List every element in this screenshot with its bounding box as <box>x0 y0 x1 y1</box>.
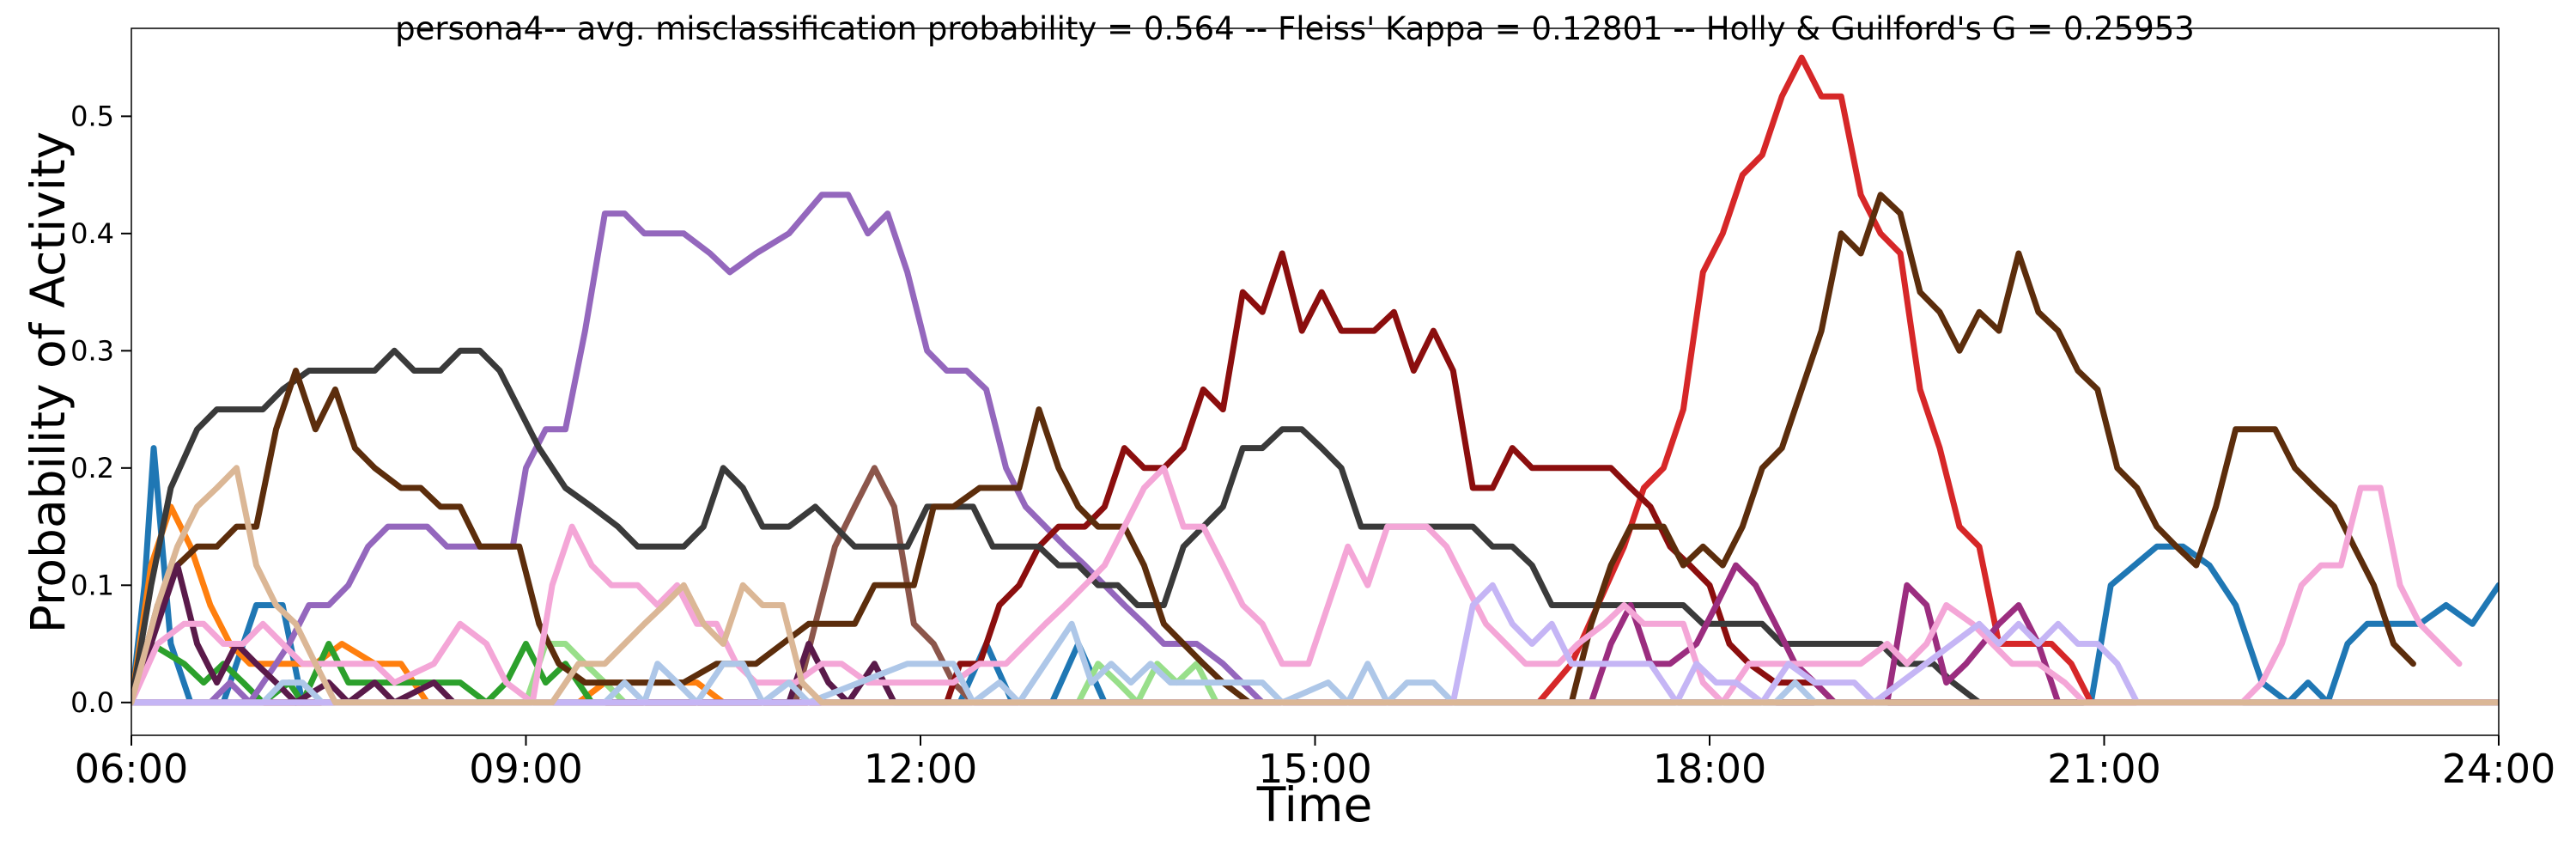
series-line-5 <box>131 54 2094 706</box>
series-line-2 <box>131 503 726 706</box>
series-line-12 <box>131 562 2499 706</box>
series-line-15 <box>131 582 2499 706</box>
x-tick-label: 24:00 <box>2442 746 2556 792</box>
series-line-3 <box>131 641 595 706</box>
x-tick-label: 06:00 <box>75 746 189 792</box>
series-line-6 <box>131 192 2499 706</box>
x-tick-label: 21:00 <box>2047 746 2161 792</box>
x-axis: 06:00 09:00 12:00 15:00 18:00 21:00 24:00 <box>75 735 2556 792</box>
x-tick-label: 12:00 <box>864 746 978 792</box>
x-tick-label: 18:00 <box>1653 746 1767 792</box>
series-line-14 <box>131 620 1891 706</box>
series-line-1 <box>131 445 2499 706</box>
series-line-10 <box>131 192 2416 706</box>
series-line-7 <box>131 465 2499 706</box>
series-line-9 <box>131 347 1983 706</box>
x-tick-label: 09:00 <box>469 746 583 792</box>
plot-frame <box>131 27 2500 736</box>
x-axis-label: Time <box>1256 777 1373 832</box>
series-line-16 <box>131 465 2499 706</box>
series-layer <box>131 54 2499 706</box>
y-axis-label: Probability of Activity <box>21 131 76 633</box>
series-line-13 <box>131 465 2463 706</box>
y-tick-label: 0.2 <box>70 452 114 484</box>
y-tick-label: 0.4 <box>70 217 114 250</box>
y-tick-label: 0.3 <box>70 334 114 367</box>
series-line-4 <box>523 641 1220 706</box>
y-tick-label: 0.5 <box>70 100 114 132</box>
y-axis: 0.0 0.1 0.2 0.3 0.4 0.5 <box>70 100 131 719</box>
y-tick-label: 0.0 <box>70 686 114 719</box>
y-tick-label: 0.1 <box>70 569 114 601</box>
x-tick-label: 15:00 <box>1258 746 1372 792</box>
